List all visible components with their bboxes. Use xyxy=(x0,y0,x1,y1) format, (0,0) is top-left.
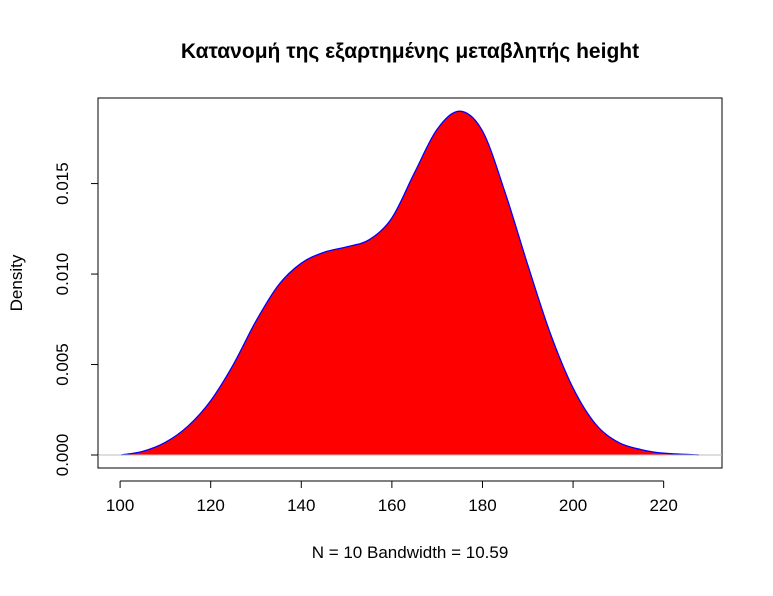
x-tick-label: 100 xyxy=(106,496,134,515)
x-tick-label: 120 xyxy=(197,496,225,515)
y-tick-label: 0.010 xyxy=(53,253,72,296)
y-tick-label: 0.000 xyxy=(53,434,72,477)
x-axis: 100 120 140 160 180 200 220 xyxy=(106,480,678,515)
x-tick-label: 140 xyxy=(287,496,315,515)
x-axis-label: N = 10 Bandwidth = 10.59 xyxy=(312,543,509,562)
x-tick-label: 180 xyxy=(468,496,496,515)
chart-title: Κατανομή της εξαρτημένης μεταβλητής heig… xyxy=(181,40,639,63)
x-tick-label: 200 xyxy=(559,496,587,515)
density-curve-line xyxy=(120,110,700,456)
y-axis: 0.000 0.005 0.010 0.015 xyxy=(53,162,99,477)
x-tick-label: 160 xyxy=(378,496,406,515)
y-axis-label: Density xyxy=(7,254,26,311)
y-tick-label: 0.005 xyxy=(53,343,72,386)
density-area-fill xyxy=(121,111,699,455)
y-tick-label: 0.015 xyxy=(53,162,72,205)
x-tick-label: 220 xyxy=(649,496,677,515)
